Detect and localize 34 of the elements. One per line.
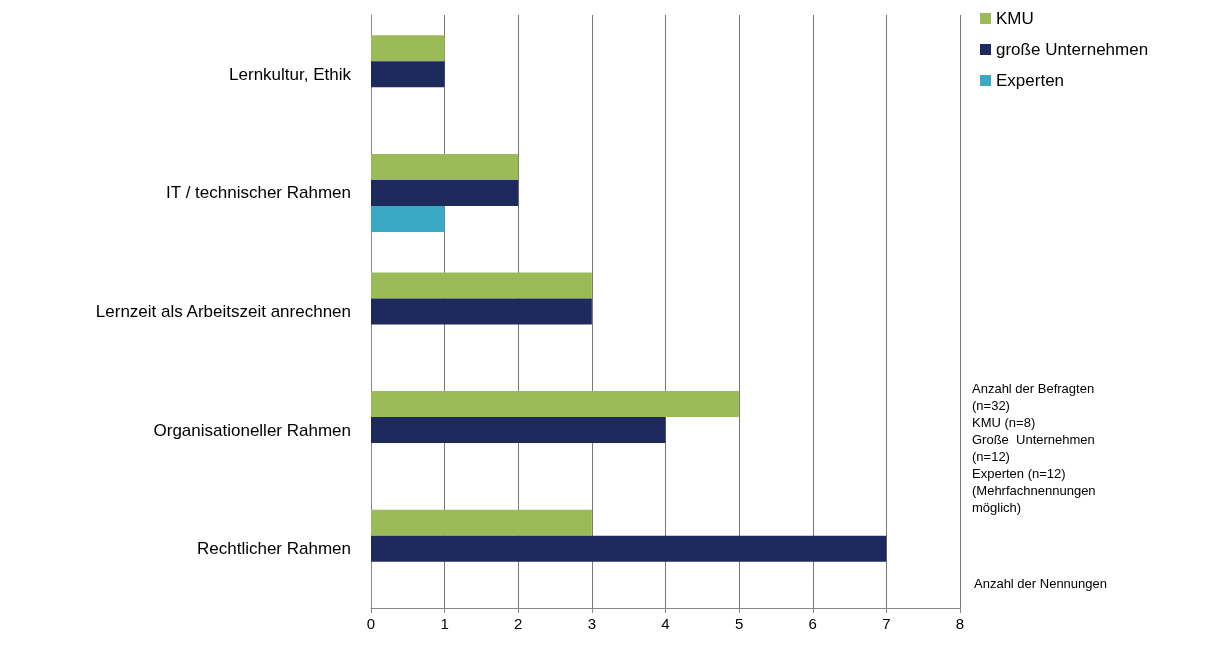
x-tick-label: 7 xyxy=(882,615,891,632)
x-tick-label: 1 xyxy=(440,615,449,632)
x-tick-label: 6 xyxy=(808,615,817,632)
bar xyxy=(371,35,445,62)
x-tick-label: 2 xyxy=(514,615,523,632)
text: Anzahl der Befragten (n=32) xyxy=(972,381,1098,413)
legend-label: große Unternehmen xyxy=(996,40,1149,59)
x-tick-label: 8 xyxy=(955,615,965,632)
text: KMU (n=8) xyxy=(972,415,1036,430)
bar xyxy=(371,535,887,562)
legend-label: Experten xyxy=(996,71,1065,90)
bar xyxy=(371,205,445,232)
y-tick-label: Organisationeller Rahmen xyxy=(153,420,351,440)
y-tick-label: Rechtlicher Rahmen xyxy=(196,539,351,559)
bar xyxy=(371,298,592,325)
y-tick-label: IT / technischer Rahmen xyxy=(166,183,351,203)
x-tick-label: 4 xyxy=(661,615,670,632)
text: Große Unternehmen (n=12) xyxy=(972,432,1099,464)
bar xyxy=(371,153,519,180)
y-tick-label: Lernzeit als Arbeitszeit anrechnen xyxy=(95,302,351,321)
x-tick-label: 0 xyxy=(366,615,376,632)
y-tick-label: Lernkultur, Ethik xyxy=(229,64,352,84)
bar xyxy=(371,61,445,88)
x-tick-label: 3 xyxy=(587,615,597,632)
x-tick-label: 5 xyxy=(734,615,744,632)
bar xyxy=(371,509,592,536)
text: Experten (n=12) xyxy=(972,466,1066,481)
legend-label: KMU xyxy=(996,9,1034,28)
x-axis-title: Anzahl der Nennungen xyxy=(974,576,1107,591)
text: (Mehrfachnennungen möglich) xyxy=(972,483,1100,515)
bar xyxy=(371,417,666,444)
bar xyxy=(371,391,740,418)
bar xyxy=(371,179,519,206)
bar xyxy=(371,272,592,299)
